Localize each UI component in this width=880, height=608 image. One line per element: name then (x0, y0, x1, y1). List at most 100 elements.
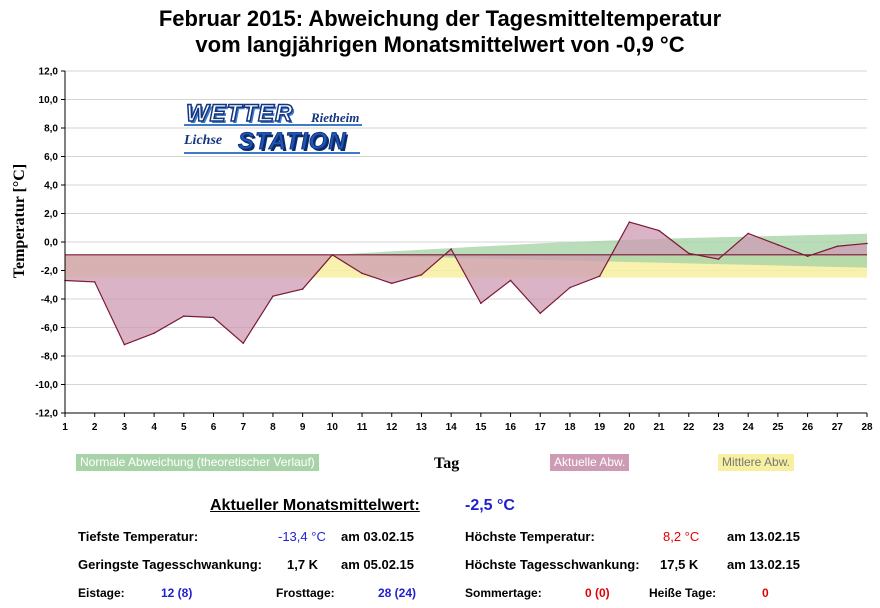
y-tick-label: 4,0 (44, 181, 58, 192)
data-point (598, 275, 601, 278)
y-axis-ticks: 12,0 10,0 8,0 6,0 4,0 2,0 0,0 -2,0 -4,0 -6,0 -8,0 -… (35, 67, 65, 420)
y-tick-label: -6,0 (41, 323, 59, 334)
y-tick-label: 2,0 (44, 209, 58, 220)
max-range-value: 17,5 K (660, 557, 699, 572)
y-tick-label: 0,0 (44, 238, 58, 249)
data-point (569, 286, 571, 289)
y-tick-label: -12,0 (35, 409, 58, 420)
x-tick-label: 10 (327, 422, 339, 433)
data-point (153, 332, 155, 335)
x-axis-ticks: 1 2 3 4 5 6 7 8 9 10 11 12 13 14 15 16 17 18 19 20 21 22 23 24 2… (62, 413, 873, 433)
logo-divider-top (184, 124, 362, 126)
y-tick-label: 8,0 (44, 124, 58, 135)
data-point (183, 315, 185, 317)
x-tick-label: 17 (535, 422, 547, 433)
x-tick-label: 27 (832, 422, 844, 433)
summer-days-value: 0 (0) (585, 586, 610, 600)
data-point (212, 316, 215, 319)
min-range-label: Geringste Tagesschwankung: (78, 557, 262, 572)
data-point (777, 244, 779, 246)
legend-actual-deviation: Aktuelle Abw. (550, 454, 630, 471)
data-point (272, 295, 274, 297)
max-temp-date: am 13.02.15 (727, 529, 801, 544)
chart-title-line-2: vom langjährigen Monatsmittelwert von -0… (195, 32, 685, 57)
x-tick-label: 21 (654, 422, 666, 433)
x-tick-label: 19 (594, 422, 606, 433)
data-point (123, 343, 126, 346)
x-tick-label: 16 (505, 422, 517, 433)
x-tick-label: 20 (624, 422, 636, 433)
data-point (747, 232, 749, 235)
x-tick-label: 13 (416, 422, 428, 433)
data-point (806, 255, 809, 258)
min-temp-value: -13,4 °C (278, 529, 326, 544)
ice-days-label: Eistage: (78, 586, 125, 600)
hot-days-label: Heiße Tage: (649, 586, 717, 600)
x-tick-label: 2 (92, 422, 98, 433)
data-point (301, 288, 304, 290)
y-axis-label: Temperatur [°C] (11, 163, 28, 279)
x-tick-label: 28 (861, 422, 873, 433)
x-tick-label: 8 (270, 422, 276, 433)
ice-days-value: 12 (8) (161, 586, 193, 600)
logo-station-text: STATION (238, 128, 347, 156)
max-range-label: Höchste Tagesschwankung: (465, 557, 640, 572)
chart-title-line-1: Februar 2015: Abweichung der Tagesmittel… (158, 6, 722, 31)
actual-deviation-area (64, 221, 868, 346)
data-point (450, 248, 452, 250)
logo-rietheim-text: Rietheim (311, 110, 360, 125)
max-temp-value: 8,2 °C (663, 529, 700, 544)
data-point (361, 272, 363, 275)
min-range-value: 1,7 K (287, 557, 319, 572)
x-tick-label: 25 (772, 422, 784, 433)
frost-days-label: Frosttage: (276, 586, 335, 600)
data-point (93, 281, 96, 283)
data-point (242, 342, 245, 344)
x-tick-label: 6 (211, 422, 217, 433)
legend-mean-deviation: Mittlere Abw. (718, 454, 795, 471)
x-tick-label: 14 (446, 422, 458, 433)
x-tick-label: 4 (151, 422, 157, 433)
y-tick-label: -8,0 (41, 352, 59, 363)
data-point (480, 302, 482, 305)
data-point (420, 273, 423, 276)
logo-wetter-text: WETTER (185, 99, 294, 128)
data-point (836, 245, 839, 248)
logo-lichse-text: Lichse (184, 133, 223, 148)
data-point (331, 254, 334, 256)
y-tick-label: -2,0 (41, 266, 59, 277)
x-tick-label: 9 (300, 422, 306, 433)
min-range-date: am 05.02.15 (341, 557, 415, 572)
x-tick-label: 7 (240, 422, 246, 433)
monthly-mean-value: -2,5 °C (465, 497, 515, 514)
y-tick-label: 6,0 (44, 152, 58, 163)
data-point (509, 279, 512, 282)
data-point (539, 312, 542, 315)
x-tick-label: 23 (713, 422, 725, 433)
data-point (717, 258, 720, 260)
data-point (628, 221, 631, 223)
x-tick-label: 11 (357, 422, 368, 433)
summer-days-label: Sommertage: (465, 586, 542, 600)
monthly-mean-label: Aktueller Monatsmittelwert: (210, 497, 420, 514)
data-point (658, 229, 660, 232)
y-tick-label: 12,0 (39, 67, 59, 78)
hot-days-value: 0 (762, 586, 769, 600)
actual-deviation-line (64, 221, 868, 346)
x-tick-label: 3 (122, 422, 128, 433)
x-tick-label: 15 (475, 422, 487, 433)
y-tick-label: -10,0 (35, 380, 58, 391)
frost-days-value: 28 (24) (378, 586, 417, 600)
max-temp-label: Höchste Temperatur: (465, 529, 595, 544)
max-range-date: am 13.02.15 (727, 557, 801, 572)
x-tick-label: 12 (386, 422, 398, 433)
y-tick-label: 10,0 (39, 95, 59, 106)
min-temp-date: am 03.02.15 (341, 529, 415, 544)
x-tick-label: 24 (743, 422, 755, 433)
min-temp-label: Tiefste Temperatur: (78, 529, 199, 544)
legend-normal-deviation: Normale Abweichung (theoretischer Verlau… (76, 454, 319, 471)
data-point (390, 282, 393, 285)
data-point (687, 252, 690, 255)
data-point (866, 242, 868, 245)
